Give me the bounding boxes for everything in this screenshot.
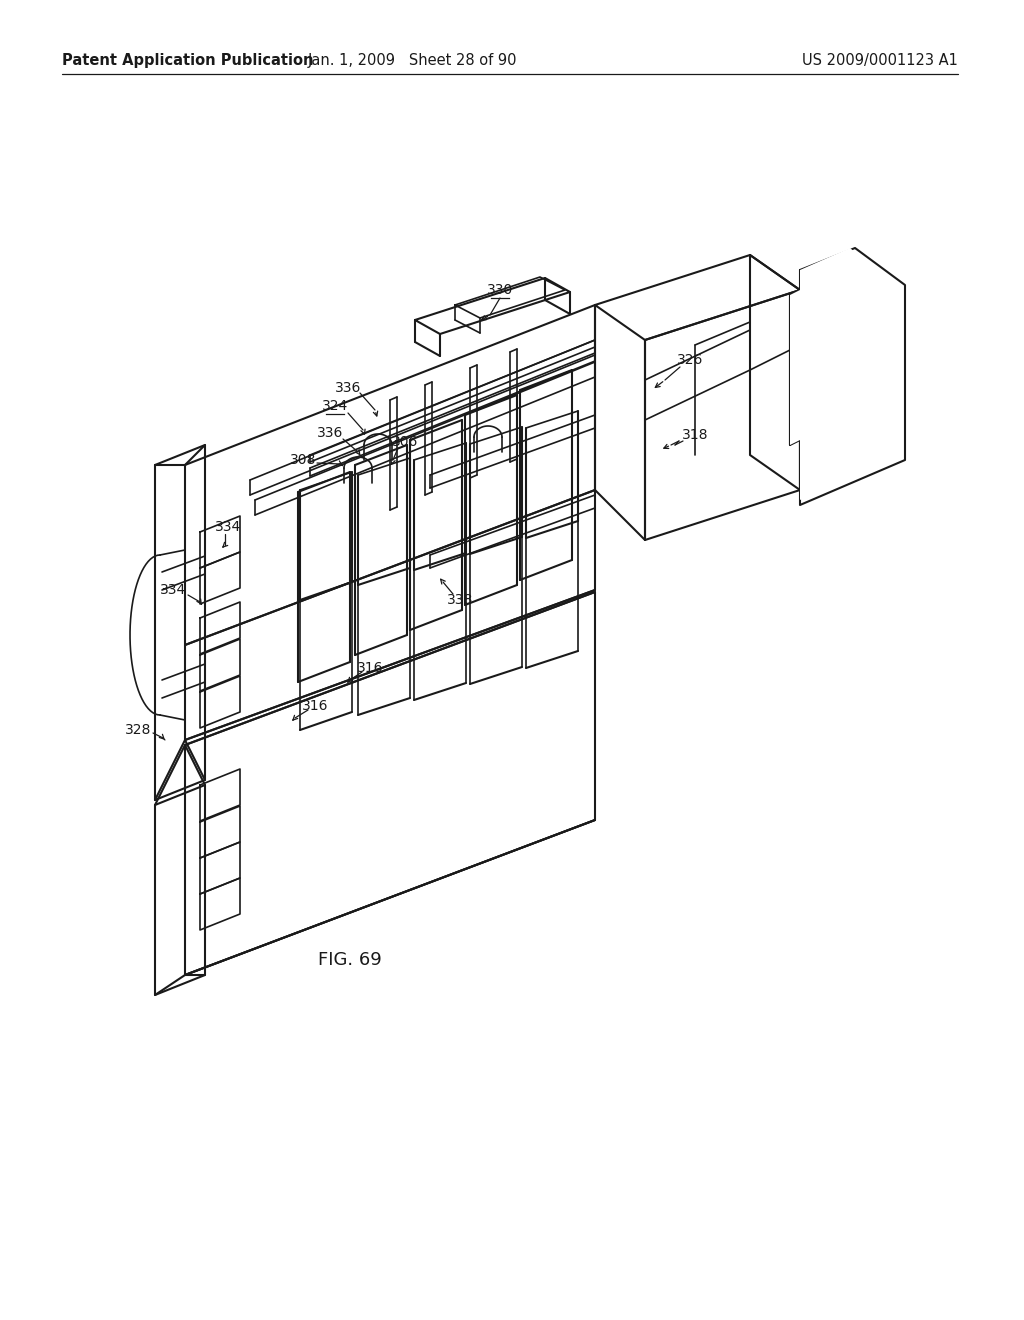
Text: 328: 328: [125, 723, 152, 737]
Text: 334: 334: [215, 520, 241, 535]
Text: 306: 306: [392, 436, 418, 449]
Text: 336: 336: [316, 426, 343, 440]
Polygon shape: [185, 490, 595, 741]
Polygon shape: [185, 305, 595, 645]
Text: 316: 316: [356, 661, 383, 675]
Text: Patent Application Publication: Patent Application Publication: [62, 53, 313, 67]
Text: US 2009/0001123 A1: US 2009/0001123 A1: [802, 53, 958, 67]
Polygon shape: [595, 255, 800, 341]
Text: 318: 318: [682, 428, 709, 442]
Polygon shape: [155, 445, 205, 800]
Text: FIG. 69: FIG. 69: [318, 950, 382, 969]
Text: 324: 324: [322, 399, 348, 413]
Text: 326: 326: [677, 352, 703, 367]
Text: 316: 316: [302, 700, 329, 713]
Text: 338: 338: [446, 593, 473, 607]
Text: 330: 330: [486, 282, 513, 297]
Polygon shape: [790, 271, 840, 445]
Text: 308: 308: [290, 453, 316, 467]
Polygon shape: [595, 290, 800, 700]
Polygon shape: [800, 248, 900, 500]
Text: 336: 336: [335, 381, 361, 395]
Text: 334: 334: [160, 583, 186, 597]
Text: Jan. 1, 2009   Sheet 28 of 90: Jan. 1, 2009 Sheet 28 of 90: [307, 53, 517, 67]
